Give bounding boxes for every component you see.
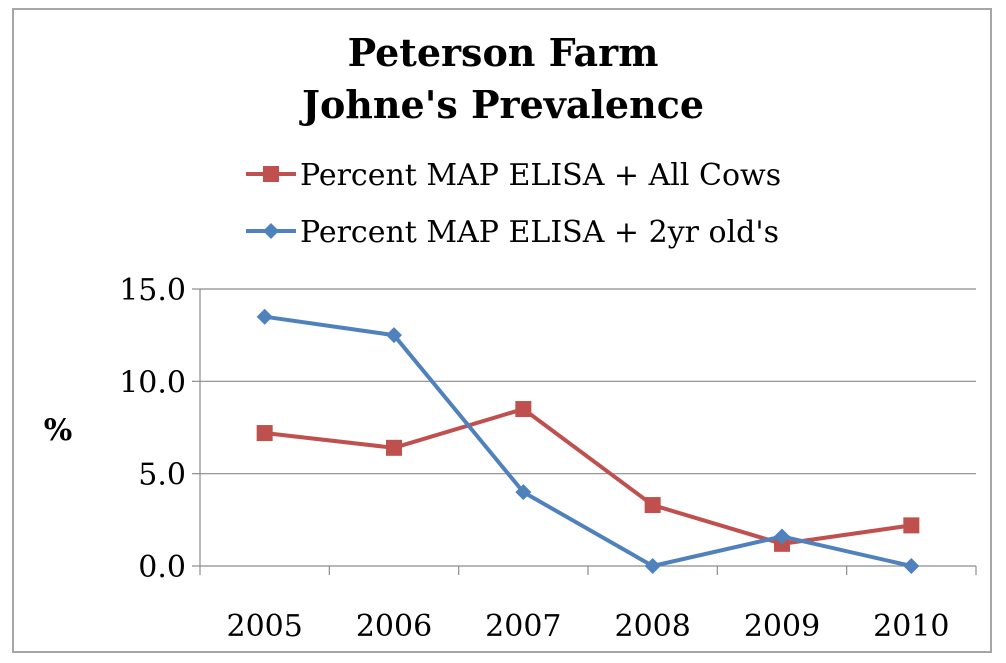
series-line-1 — [264, 407, 912, 546]
gridlines — [200, 288, 976, 475]
data-point-series-2 — [256, 308, 273, 325]
chart-title-line-1: Peterson Farm — [348, 30, 659, 75]
x-tick-label: 2007 — [485, 609, 561, 644]
x-tick-labels: 2005 2006 2007 2008 2009 2010 — [226, 609, 949, 644]
legend-label-1: Percent MAP ELISA + All Cows — [300, 158, 781, 193]
series-line-2 — [264, 314, 912, 568]
x-tick-label: 2009 — [744, 609, 820, 644]
y-tick-label: 0.0 — [138, 550, 186, 585]
axes — [192, 288, 977, 575]
data-point-series-2 — [515, 484, 532, 501]
x-tick-label: 2008 — [614, 609, 690, 644]
legend-marker-2 — [263, 223, 279, 239]
x-tick-label: 2006 — [356, 609, 432, 644]
data-point-series-2 — [774, 528, 790, 545]
y-tick-label: 10.0 — [119, 365, 186, 400]
data-point-series-2 — [903, 558, 920, 574]
chart-title-line-2: Johne's Prevalence — [299, 82, 704, 127]
data-point-series-1 — [903, 517, 920, 534]
data-point-series-1 — [515, 401, 532, 418]
data-point-series-1 — [256, 425, 273, 442]
y-tick-label: 5.0 — [138, 458, 186, 493]
legend: Percent MAP ELISA + All Cows Percent MAP … — [246, 158, 781, 250]
y-tick-labels: 0.0 5.0 10.0 15.0 — [119, 273, 186, 585]
data-point-series-2 — [644, 558, 661, 574]
data-point-series-2 — [386, 327, 402, 344]
data-point-series-1 — [386, 439, 402, 456]
legend-label-2: Percent MAP ELISA + 2yr old's — [300, 215, 779, 250]
x-tick-label: 2010 — [873, 609, 949, 644]
series-group — [256, 308, 920, 574]
data-point-series-1 — [644, 497, 661, 514]
y-tick-label: 15.0 — [119, 273, 186, 308]
legend-marker-1 — [263, 166, 279, 182]
y-axis-label: % — [44, 413, 73, 448]
x-tick-label: 2005 — [226, 609, 302, 644]
